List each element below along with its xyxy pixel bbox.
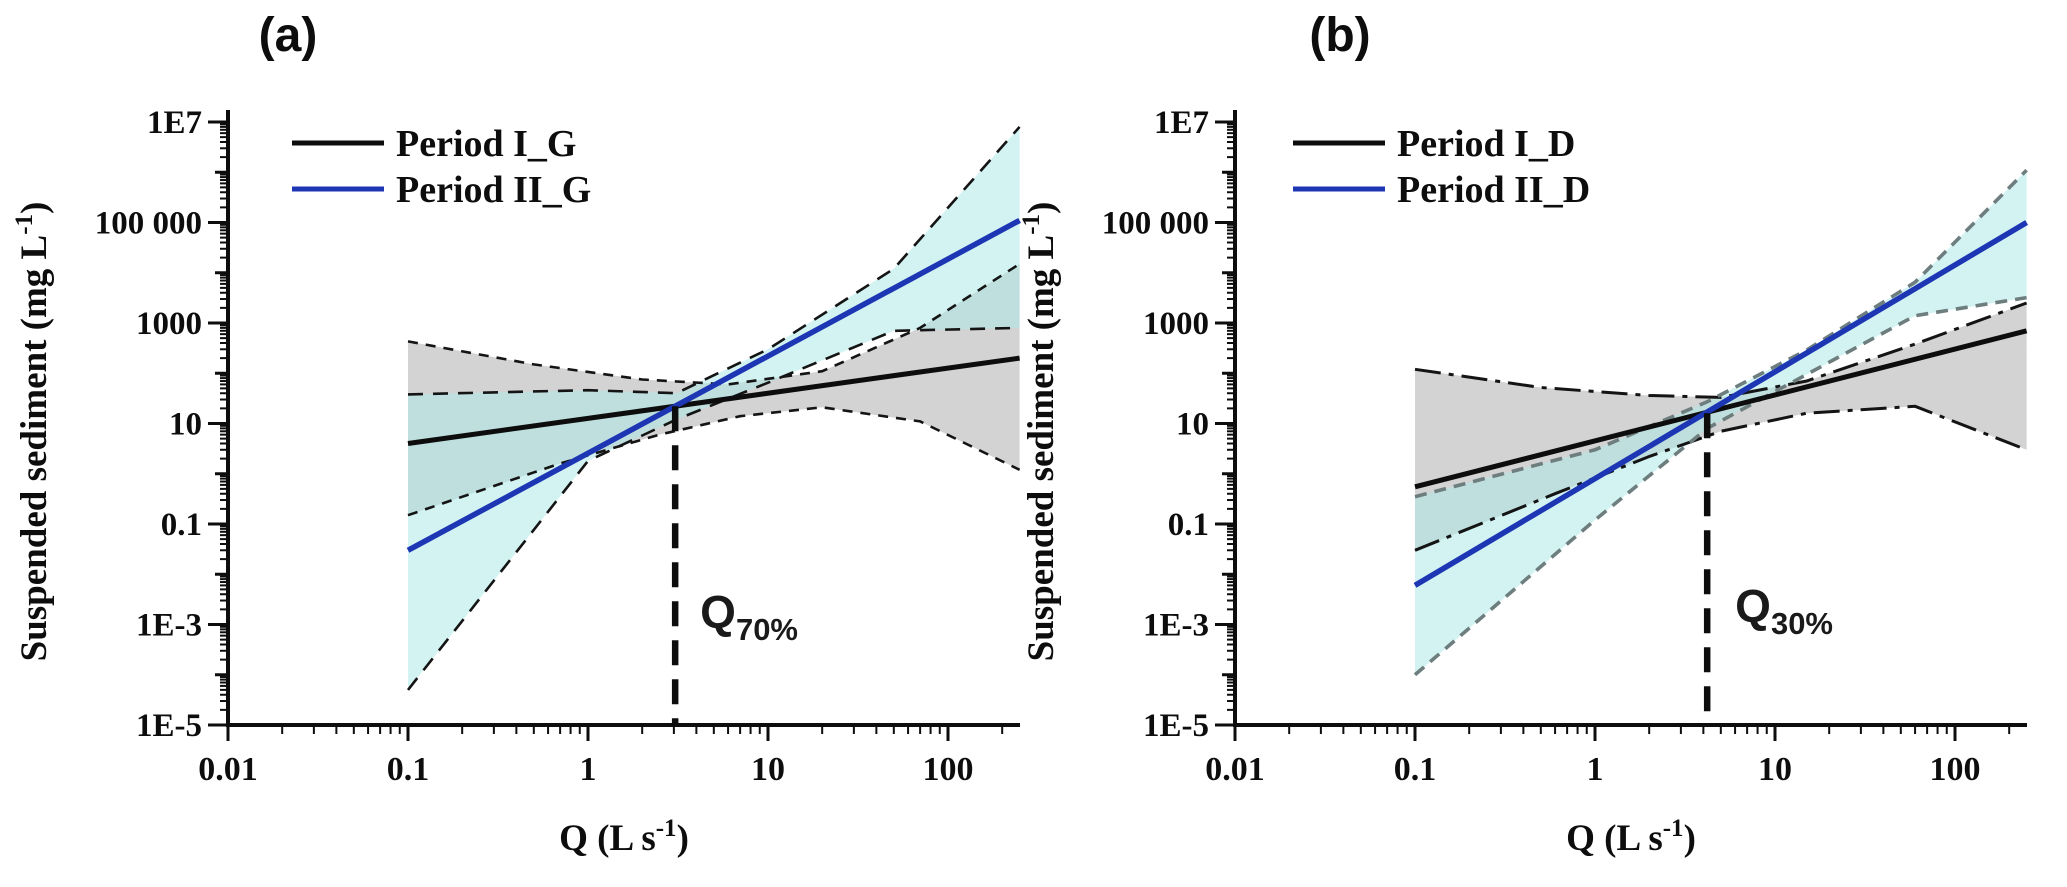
x-tick-label: 0.01: [1205, 751, 1265, 788]
y-tick-label: 1E-5: [136, 708, 202, 744]
ci-band-fill-series-2: [408, 126, 1020, 690]
x-tick-label: 0.01: [198, 751, 258, 788]
x-axis-title: Q (L s-1): [559, 815, 689, 859]
ci-band-lower-edge-series-1: [407, 405, 1021, 517]
x-axis-title: Q (L s-1): [1566, 815, 1696, 859]
y-tick-label: 1E-5: [1143, 708, 1209, 744]
y-tick-label: 100 000: [95, 206, 202, 242]
x-tick-label: 0.1: [1394, 751, 1437, 788]
x-tick-label: 1: [1587, 751, 1604, 788]
regression-line-series-2: [406, 217, 1021, 553]
y-tick-label: 1E-3: [136, 608, 202, 644]
y-tick-label: 1000: [1143, 306, 1209, 342]
regression-line-series-2: [1413, 220, 2029, 588]
y-tick-label: 0.1: [161, 507, 202, 543]
x-tick-label: 1: [580, 751, 597, 788]
y-tick-label: 10: [169, 407, 202, 443]
regression-line-series-1: [1414, 328, 2028, 490]
ci-band-upper-edge-series-2: [407, 126, 1021, 396]
y-axis-title: Suspended sediment (mg L-1): [11, 202, 55, 662]
y-tick-label: 1E7: [1154, 105, 1209, 141]
y-tick-label: 100 000: [1102, 206, 1209, 242]
y-tick-label: 1000: [136, 306, 202, 342]
ci-band-lower-edge-series-1: [1414, 404, 2028, 552]
x-tick-label: 0.1: [387, 751, 430, 788]
panel-b: Q30% 1E-5 1E-3 0.1 10 1000 100 000 1E7 0.01 0.1 1 1…: [1018, 105, 2029, 859]
legend-label: Period II_D: [1397, 169, 1590, 211]
panel-a: Q70% 1E-5 1E-3 0.1 10 1000 100 000 1E7 0.01 0.1 1 1…: [11, 105, 1021, 859]
y-tick-label: 0.1: [1168, 507, 1209, 543]
x-tick-label: 100: [923, 751, 974, 788]
panel-label-a: (a): [258, 9, 318, 62]
ci-band-upper-edge-series-1: [407, 262, 1021, 386]
q-percentile-label: Q30%: [1735, 580, 1833, 641]
x-tick-label: 100: [1930, 751, 1981, 788]
legend-label: Period I_G: [396, 123, 576, 165]
x-tick-label: 10: [751, 751, 785, 788]
legend-label: Period II_G: [396, 169, 591, 211]
y-axis-title: Suspended sediment (mg L-1): [1018, 202, 1062, 662]
x-tick-label: 10: [1758, 751, 1792, 788]
q-percentile-label: Q70%: [700, 586, 798, 647]
ci-band-upper-edge-series-1: [1414, 301, 2028, 399]
panel-label-b: (b): [1309, 9, 1371, 62]
regression-line-series-1: [407, 355, 1020, 446]
y-tick-label: 1E-3: [1143, 608, 1209, 644]
y-tick-label: 10: [1176, 407, 1209, 443]
y-tick-label: 1E7: [147, 105, 202, 141]
ci-band-upper-edge-series-2: [1414, 168, 2028, 499]
legend-label: Period I_D: [1397, 123, 1575, 165]
